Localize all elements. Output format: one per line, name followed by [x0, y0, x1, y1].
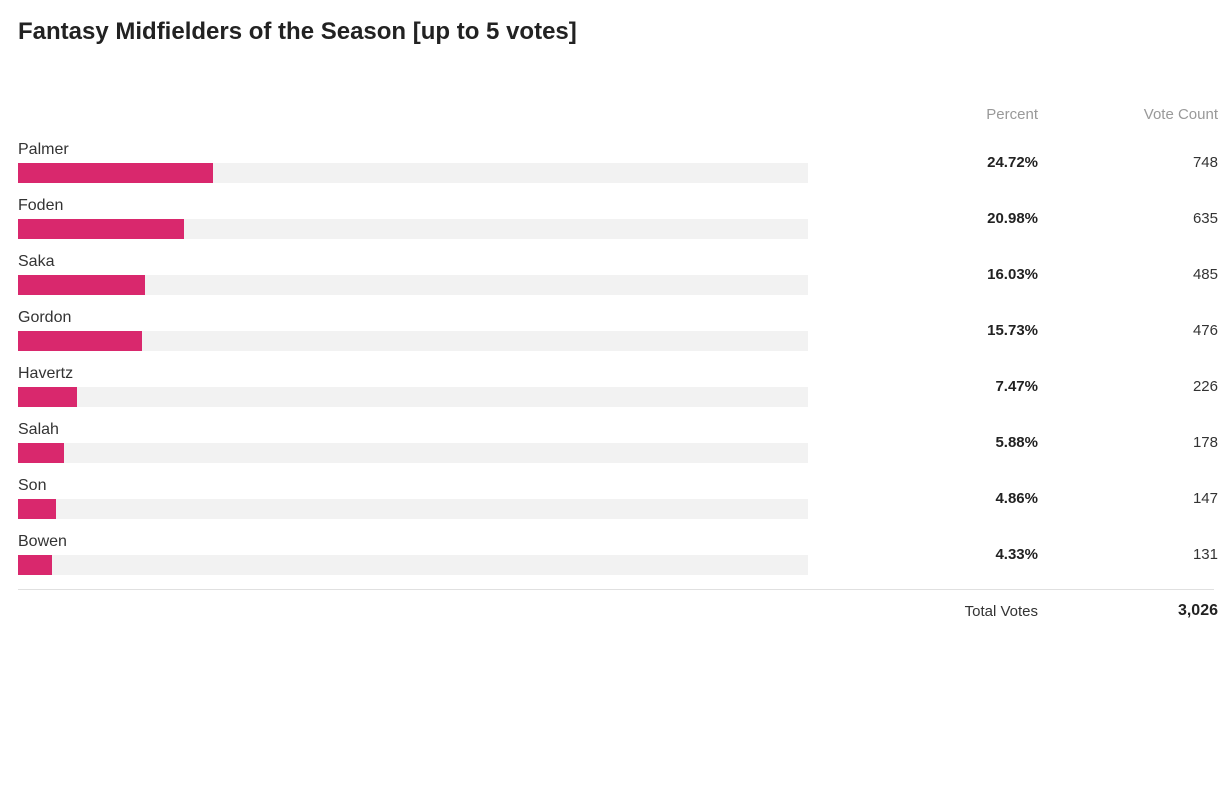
header-percent-label: Percent: [808, 106, 1038, 123]
poll-option-row: Son4.86%147: [18, 477, 1214, 519]
poll-option-count: 748: [1038, 154, 1218, 171]
total-votes-value: 3,026: [1038, 602, 1218, 620]
poll-bar-fill: [18, 331, 142, 351]
poll-option-percent: 7.47%: [808, 378, 1038, 395]
poll-bar-track: [18, 219, 808, 239]
poll-bar-track: [18, 275, 808, 295]
poll-option-percent: 4.33%: [808, 546, 1038, 563]
poll-option-name: Havertz: [18, 365, 808, 383]
poll-bar-fill: [18, 387, 77, 407]
poll-bar-fill: [18, 219, 184, 239]
poll-option-name: Palmer: [18, 141, 808, 159]
poll-bar-fill: [18, 499, 56, 519]
poll-option-row: Foden20.98%635: [18, 197, 1214, 239]
poll-option-name: Foden: [18, 197, 808, 215]
poll-bar-track: [18, 499, 808, 519]
poll-option-count: 485: [1038, 266, 1218, 283]
poll-option-percent: 5.88%: [808, 434, 1038, 451]
poll-bar-track: [18, 331, 808, 351]
header-count-label: Vote Count: [1038, 106, 1218, 123]
poll-option-name: Bowen: [18, 533, 808, 551]
poll-option-count: 476: [1038, 322, 1218, 339]
poll-option-row: Bowen4.33%131: [18, 533, 1214, 575]
poll-option-row: Saka16.03%485: [18, 253, 1214, 295]
poll-option-count: 226: [1038, 378, 1218, 395]
poll-bar-track: [18, 555, 808, 575]
poll-option-percent: 24.72%: [808, 154, 1038, 171]
poll-bar-fill: [18, 555, 52, 575]
poll-option-row: Salah5.88%178: [18, 421, 1214, 463]
poll-option-count: 635: [1038, 210, 1218, 227]
poll-option-row: Palmer24.72%748: [18, 141, 1214, 183]
poll-bar-track: [18, 387, 808, 407]
poll-option-name: Saka: [18, 253, 808, 271]
poll-bar-fill: [18, 443, 64, 463]
poll-title: Fantasy Midfielders of the Season [up to…: [18, 18, 1214, 46]
poll-bar-fill: [18, 275, 145, 295]
poll-bar-fill: [18, 163, 213, 183]
poll-option-name: Son: [18, 477, 808, 495]
total-votes-label: Total Votes: [808, 603, 1038, 620]
poll-option-name: Salah: [18, 421, 808, 439]
poll-option-percent: 20.98%: [808, 210, 1038, 227]
poll-option-percent: 15.73%: [808, 322, 1038, 339]
poll-option-count: 147: [1038, 490, 1218, 507]
poll-option-row: Gordon15.73%476: [18, 309, 1214, 351]
poll-option-name: Gordon: [18, 309, 808, 327]
poll-option-percent: 4.86%: [808, 490, 1038, 507]
poll-divider: [18, 589, 1214, 590]
poll-total-row: Total Votes 3,026: [18, 602, 1214, 620]
poll-bar-track: [18, 163, 808, 183]
poll-option-count: 178: [1038, 434, 1218, 451]
poll-option-count: 131: [1038, 546, 1218, 563]
poll-header-row: Percent Vote Count: [18, 106, 1214, 123]
poll-option-percent: 16.03%: [808, 266, 1038, 283]
poll-bar-track: [18, 443, 808, 463]
poll-container: Percent Vote Count Palmer24.72%748Foden2…: [18, 106, 1214, 620]
poll-option-row: Havertz7.47%226: [18, 365, 1214, 407]
